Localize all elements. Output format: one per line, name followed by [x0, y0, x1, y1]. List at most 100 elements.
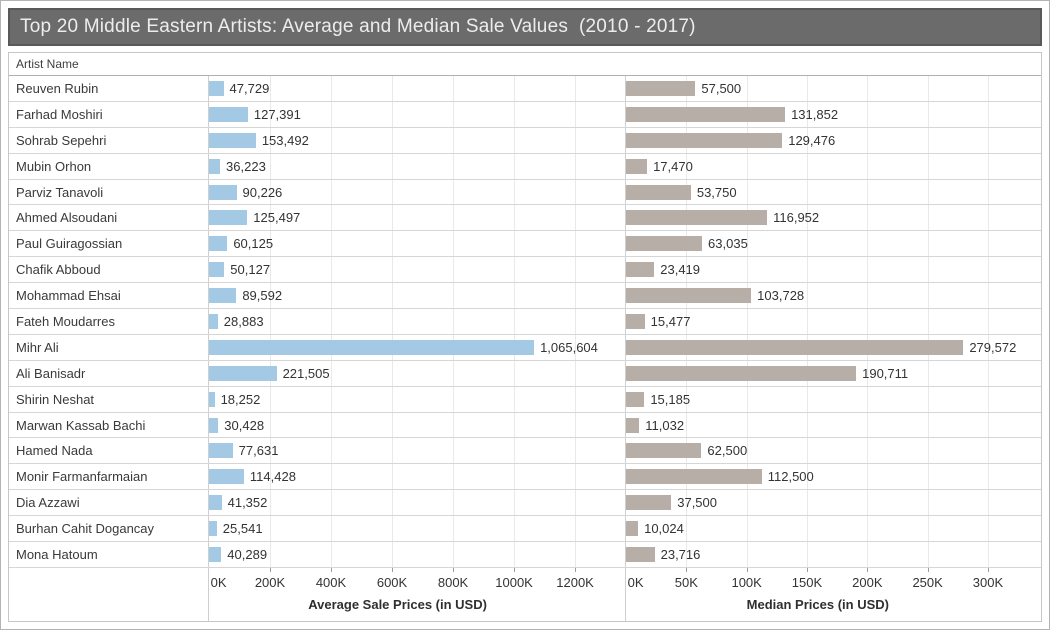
median-x-axis: Median Prices (in USD) 0K 50K 100K 150K 200K… [626, 568, 1041, 621]
median-bar[interactable] [626, 158, 648, 174]
artist-name-label: Hamed Nada [9, 438, 209, 464]
gridline [575, 516, 577, 542]
median-bar[interactable] [626, 262, 655, 278]
median-bar[interactable] [626, 236, 703, 252]
avg-bar[interactable] [209, 469, 244, 485]
gridline [806, 386, 808, 412]
table-row: Burhan Cahit Dogancay 25,541 10,024 [9, 516, 1041, 543]
avg-bar[interactable] [209, 521, 217, 537]
artist-name-label: Mona Hatoum [9, 542, 209, 567]
gridline [867, 360, 869, 386]
gridline [867, 179, 869, 205]
gridline [746, 309, 748, 334]
median-bar-cell: 129,476 [626, 127, 1041, 153]
panel-gap [619, 334, 626, 360]
median-bar[interactable] [626, 546, 655, 562]
gridline [392, 438, 394, 464]
avg-bar[interactable] [209, 132, 256, 148]
avg-bar[interactable] [209, 80, 224, 96]
median-bar[interactable] [626, 184, 691, 200]
median-bar[interactable] [626, 210, 768, 226]
median-bar[interactable] [626, 339, 964, 355]
avg-bar[interactable] [209, 158, 221, 174]
avg-bar[interactable] [209, 236, 228, 252]
median-bar[interactable] [626, 106, 786, 122]
gridline [987, 101, 989, 127]
gridline [927, 76, 929, 101]
axis-tick-mark [270, 568, 271, 572]
gridline [514, 257, 516, 283]
median-bar[interactable] [626, 469, 762, 485]
bar-chart-rows: Reuven Rubin 47,729 57,500 Farhad Moshiri 12… [9, 76, 1041, 568]
artist-name-text: Mohammad Ehsai [16, 288, 121, 304]
gridline [686, 153, 688, 179]
gridline [746, 153, 748, 179]
artist-name-text: Shirin Neshat [16, 391, 95, 407]
gridline [927, 490, 929, 516]
avg-bar[interactable] [209, 365, 277, 381]
median-bar[interactable] [626, 391, 645, 407]
gridline [575, 179, 577, 205]
axis-tick-label: 800K [437, 575, 469, 590]
avg-bar[interactable] [209, 546, 222, 562]
bar-value-label: 11,032 [645, 417, 685, 433]
avg-bar[interactable] [209, 391, 215, 407]
avg-axis-title: Average Sale Prices (in USD) [308, 597, 487, 612]
gridline [453, 76, 455, 101]
avg-bar[interactable] [209, 210, 248, 226]
bar-value-label: 116,952 [773, 210, 820, 226]
median-bar[interactable] [626, 132, 783, 148]
axis-tick-label: 300K [972, 575, 1004, 590]
artist-name-text: Ali Banisadr [16, 365, 86, 381]
avg-bar[interactable] [209, 106, 248, 122]
gridline [453, 438, 455, 464]
panel-gap [619, 516, 626, 542]
avg-bar[interactable] [209, 443, 233, 459]
gridline [927, 205, 929, 231]
avg-bar-cell: 50,127 [209, 257, 619, 283]
axis-tick-label: 0K [627, 575, 644, 590]
avg-bar[interactable] [209, 184, 237, 200]
artist-name-label: Marwan Kassab Bachi [9, 412, 209, 438]
artist-name-text: Hamed Nada [16, 443, 93, 459]
median-bar[interactable] [626, 495, 672, 511]
gridline [270, 464, 271, 490]
gridline [686, 309, 688, 334]
gridline [686, 412, 688, 438]
panel-gap [619, 542, 626, 567]
gridline [686, 490, 688, 516]
avg-bar[interactable] [209, 313, 218, 329]
gridline [453, 205, 455, 231]
median-bar[interactable] [626, 288, 752, 304]
avg-bar[interactable] [209, 288, 237, 304]
avg-bar-cell: 40,289 [209, 542, 619, 567]
artist-name-label: Parviz Tanavoli [9, 179, 209, 205]
gridline [453, 412, 455, 438]
median-bar[interactable] [626, 521, 639, 537]
median-bar[interactable] [626, 417, 640, 433]
gridline [453, 516, 455, 542]
artist-name-column-header: Artist Name [16, 57, 79, 71]
median-bar[interactable] [626, 443, 702, 459]
median-bar[interactable] [626, 80, 696, 96]
artist-name-text: Dia Azzawi [16, 495, 80, 511]
chart-title: Top 20 Middle Eastern Artists: Average a… [20, 16, 696, 37]
median-bar[interactable] [626, 365, 857, 381]
median-axis-title: Median Prices (in USD) [746, 597, 889, 612]
table-row: Hamed Nada 77,631 62,500 [9, 438, 1041, 465]
gridline [331, 283, 333, 309]
table-row: Ali Banisadr 221,505 190,711 [9, 360, 1041, 387]
bar-value-label: 114,428 [249, 469, 296, 485]
avg-bar[interactable] [209, 495, 222, 511]
median-bar-cell: 11,032 [626, 412, 1041, 438]
avg-bar[interactable] [209, 262, 225, 278]
avg-bar[interactable] [209, 417, 219, 433]
median-bar[interactable] [626, 313, 645, 329]
avg-bar-cell: 77,631 [209, 438, 619, 464]
gridline [806, 205, 808, 231]
median-bar-cell: 10,024 [626, 516, 1041, 542]
panel-gap [619, 412, 626, 438]
avg-bar-cell: 89,592 [209, 283, 619, 309]
gridline [806, 412, 808, 438]
avg-bar[interactable] [209, 339, 535, 355]
